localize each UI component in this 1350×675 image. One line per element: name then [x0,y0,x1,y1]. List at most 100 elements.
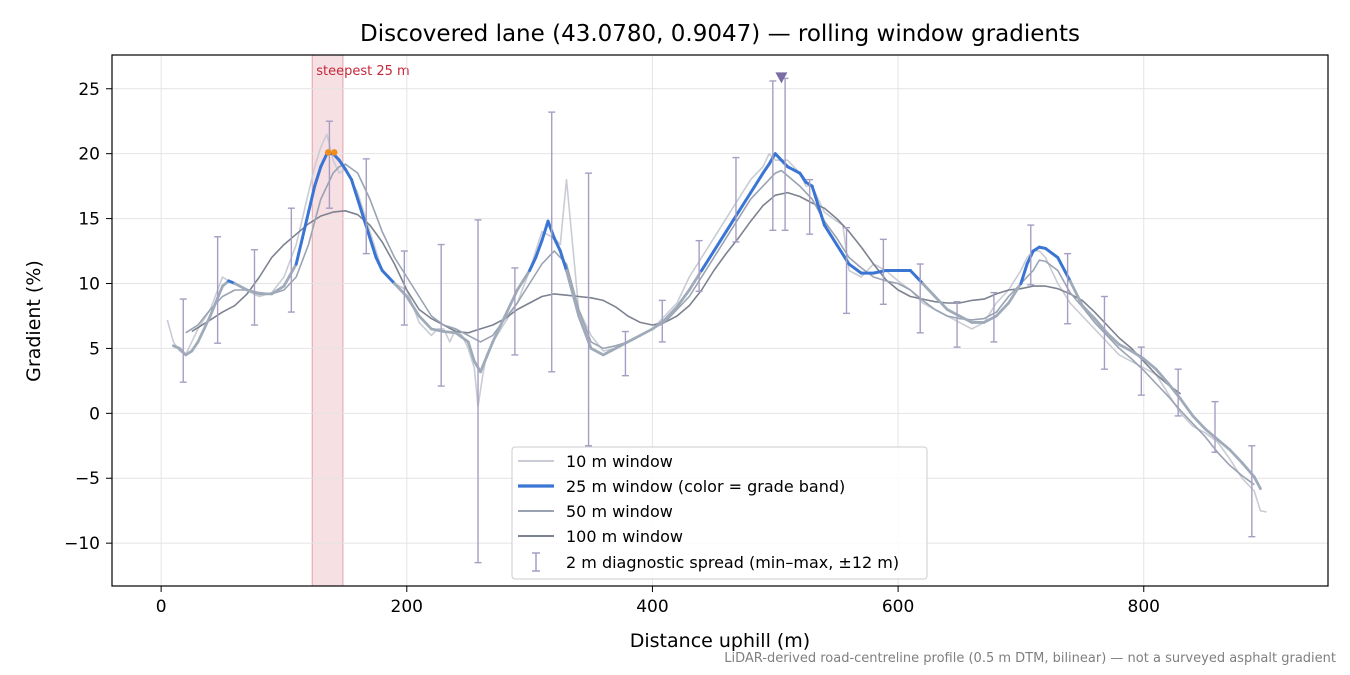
series-25m-segment [933,295,949,311]
series-25m-segment [847,262,863,275]
series-25m-segment [601,347,617,357]
series-25m-segment [374,256,384,273]
diagnostic-error-bar [250,249,258,326]
diagnostic-error-bar [511,267,519,356]
series-25m-segment [208,284,224,318]
series-25m-segment [626,334,642,344]
legend-swatch-errorbar [532,552,540,572]
series-25m-segment [540,219,550,243]
legend-label-25m: 25 m window (color = grade band) [566,477,845,496]
diagnostic-error-bar [1100,295,1108,370]
series-25m-segment [638,327,654,337]
series-25m-segment [749,171,765,195]
series-25m-segment [958,314,974,324]
series-25m-segment [466,340,476,363]
diagnostic-error-bar [781,77,789,231]
legend: 10 m window 25 m window (color = grade b… [511,446,928,580]
series-25m-segment [822,223,839,247]
series-25m-segment [356,197,366,221]
legend-box [511,446,928,580]
legend-label-50m: 50 m window [566,502,673,521]
diagnostic-error-bar [695,239,703,292]
steepest-point-marker [331,149,338,156]
diagnostic-error-bar [990,291,998,343]
y-axis-label: Gradient (%) [23,260,45,382]
x-tick-label: 200 [391,597,423,617]
diagnostic-error-bar [1211,400,1219,453]
series-25m-segment [700,249,716,273]
series-25m-segment [300,210,311,240]
series-25m-segment [454,331,470,344]
steepest-band-label: steepest 25 m [316,64,409,79]
diagnostic-error-bar [585,172,593,447]
series-25m-segment [245,288,261,296]
diagnostic-error-bar [287,207,295,313]
series-25m-segment [1007,282,1023,305]
series-25m-segment [319,152,329,169]
series-25m-segment [1154,367,1170,385]
series-25m-segment [1043,246,1060,260]
diagnostic-error-bar [621,330,629,377]
diagnostic-error-bar [843,226,851,315]
diagnostic-error-bar [769,80,777,231]
series-25m-segment [1142,357,1158,371]
diagnostic-error-bar [548,111,556,373]
diagnostic-error-bar [179,298,187,383]
diagnostic-error-bar [1174,368,1182,417]
series-25m-segment [1216,437,1232,452]
diagnostic-error-bar [400,250,408,326]
series-25m-segment [798,171,808,184]
series-25m-segment [589,347,605,357]
y-tick-label: 5 [89,339,100,359]
series-25m-segment [552,236,562,253]
y-tick-label: −10 [64,534,100,554]
series-25m-segment [994,301,1011,318]
y-tick-label: 10 [78,274,100,294]
series-25m-segment [736,191,753,214]
series-25m-segment [816,204,826,227]
y-tick-label: 20 [78,145,100,165]
chart-title: Discovered lane (43.0780, 0.9047) — roll… [360,21,1080,47]
series-25m-segment [712,230,728,253]
series-25m-segment [1080,304,1097,320]
error-bars-layer [179,77,1256,564]
x-tick-label: 400 [636,597,668,617]
x-tick-label: 800 [1128,597,1160,617]
series-25m-segment [307,184,317,214]
diagnostic-error-bar [879,238,887,305]
series-25m-segment [810,184,820,208]
series-25m-segment [313,165,323,188]
steepest-point-marker [324,149,332,156]
plot-frame [111,54,1329,587]
diagnostic-error-bar [658,299,666,343]
x-tick-label: 600 [882,597,914,617]
series-25m-segment [534,239,544,260]
series-25m-segment [294,236,304,266]
series-25m-segment [479,340,495,374]
tick-layer: 0 200 400 600 800 −10 −5 0 5 10 15 20 25 [64,80,1160,617]
series-25m-segment [190,340,200,353]
x-axis-label: Distance uphill (m) [630,630,810,652]
series-25m-segment [405,295,421,318]
series-25m-segment [528,256,538,273]
steepest-band-layer: steepest 25 m [311,55,410,586]
diagnostic-error-bar [325,120,333,209]
diagnostic-error-bar [437,243,445,387]
series-25m-segment [368,236,378,260]
y-tick-label: 0 [89,404,100,424]
series-25m-segment [196,314,212,344]
legend-label-10m: 10 m window [566,452,673,471]
series-25m-segment [350,178,360,201]
legend-label-100m: 100 m window [566,527,683,546]
legend-label-errorbar: 2 m diagnostic spread (min–max, ±12 m) [566,553,899,572]
series-25m-segment [1019,262,1029,285]
diagnostic-error-bar [474,219,482,564]
diagnostic-error-bar [362,158,370,255]
series-25m-segment [393,282,403,292]
series-25m-segment [921,282,937,298]
series-25m-segment [417,314,433,331]
series-25m-segment [786,165,802,175]
diagnostic-error-bar [1027,224,1035,286]
series-25m-segment [675,288,691,309]
